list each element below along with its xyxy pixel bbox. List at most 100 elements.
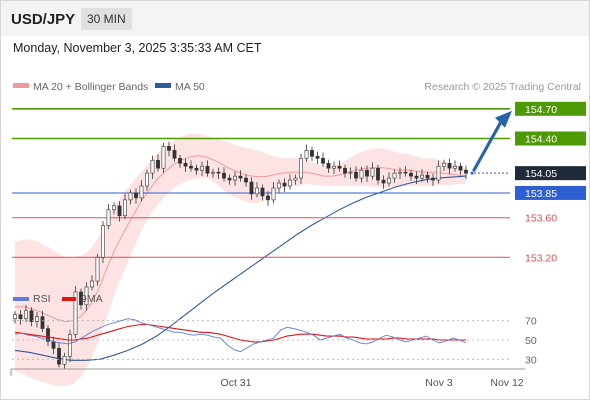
candle-up — [332, 166, 335, 168]
bollinger-legend-label: MA 20 + Bollinger Bands — [33, 81, 148, 93]
candle-down — [178, 158, 181, 163]
ma9-legend-label: 9MA — [81, 293, 103, 305]
candle-up — [68, 335, 71, 357]
level-label-154.70: 154.70 — [525, 104, 557, 116]
candle-up — [211, 172, 214, 173]
candle-down — [184, 163, 187, 166]
candle-down — [382, 180, 385, 183]
forecast-arrow-shaft — [474, 122, 501, 170]
candle-down — [459, 166, 462, 170]
candle-down — [365, 170, 368, 176]
candle-down — [321, 158, 324, 163]
candle-up — [107, 210, 110, 226]
candle-up — [420, 175, 423, 178]
candle-up — [233, 176, 236, 180]
credit-text: Research © 2025 Trading Central — [424, 81, 581, 93]
candle-up — [442, 163, 445, 166]
candle-down — [431, 178, 434, 180]
candle-up — [24, 311, 27, 319]
candle-up — [349, 172, 352, 173]
candle-up — [112, 206, 115, 210]
candle-up — [277, 183, 280, 188]
rsi-legend-swatch — [13, 297, 29, 301]
candle-up — [360, 170, 363, 178]
candle-up — [90, 281, 93, 287]
candle-down — [415, 176, 418, 178]
candle-up — [145, 173, 148, 186]
candle-down — [310, 150, 313, 156]
candle-down — [189, 166, 192, 168]
candle-down — [30, 311, 33, 322]
candle-down — [261, 188, 264, 196]
candle-up — [305, 150, 308, 158]
candle-down — [343, 168, 346, 173]
candle-down — [134, 193, 137, 198]
current-price-dot — [471, 172, 474, 175]
candle-down — [376, 168, 379, 180]
candle-up — [393, 173, 396, 178]
candle-up — [13, 315, 16, 319]
candle-up — [437, 166, 440, 180]
candle-up — [123, 200, 126, 216]
candle-down — [156, 160, 159, 168]
candle-down — [464, 170, 467, 173]
candle-down — [167, 146, 170, 150]
candle-down — [409, 173, 412, 176]
candle-down — [327, 163, 330, 168]
level-label-153.85: 153.85 — [525, 188, 557, 200]
candle-down — [239, 176, 242, 178]
candle-up — [387, 178, 390, 183]
candle-down — [426, 175, 429, 178]
rsi-legend-label: RSI — [33, 293, 51, 305]
candle-down — [217, 172, 220, 173]
candle-down — [206, 166, 209, 173]
candle-down — [118, 206, 121, 216]
candle-down — [195, 168, 198, 170]
candle-down — [316, 156, 319, 158]
current-price-label: 154.05 — [525, 168, 557, 180]
x-tick-label: Nov 12 — [490, 377, 523, 389]
x-tick-label: Nov 3 — [425, 377, 453, 389]
candle-up — [272, 188, 275, 200]
candle-up — [200, 166, 203, 170]
candle-up — [288, 180, 291, 186]
candle-up — [453, 166, 456, 168]
candle-up — [294, 178, 297, 180]
level-label-154.40: 154.40 — [525, 134, 557, 146]
candle-down — [448, 163, 451, 168]
candle-down — [250, 182, 253, 194]
ma9-legend-swatch — [62, 297, 76, 301]
candle-down — [338, 166, 341, 168]
candle-up — [398, 172, 401, 173]
rsi-tick-label-50: 50 — [525, 335, 537, 347]
candle-down — [244, 178, 247, 182]
candle-down — [404, 172, 407, 173]
candle-down — [354, 172, 357, 178]
level-label-153.20: 153.20 — [525, 252, 557, 264]
candle-up — [255, 188, 258, 194]
candle-down — [283, 183, 286, 186]
candle-down — [266, 196, 269, 200]
candle-up — [129, 193, 132, 200]
candle-down — [19, 315, 22, 319]
candle-down — [228, 178, 231, 180]
x-tick-label: Oct 31 — [221, 377, 252, 389]
candle-down — [173, 150, 176, 158]
candle-up — [299, 158, 302, 178]
candle-down — [52, 341, 55, 348]
candle-up — [140, 186, 143, 198]
candle-down — [222, 173, 225, 178]
candle-up — [162, 146, 165, 168]
candle-up — [371, 168, 374, 176]
rsi-tick-label-70: 70 — [525, 316, 537, 328]
ma50-legend-swatch — [155, 83, 171, 88]
level-label-153.60: 153.60 — [525, 213, 557, 225]
rsi-tick-label-30: 30 — [525, 354, 537, 366]
candle-up — [101, 226, 104, 258]
candle-up — [63, 356, 66, 364]
ma50-legend-label: MA 50 — [175, 81, 205, 93]
candle-down — [41, 317, 44, 329]
candle-down — [57, 348, 60, 364]
candle-up — [96, 257, 99, 281]
